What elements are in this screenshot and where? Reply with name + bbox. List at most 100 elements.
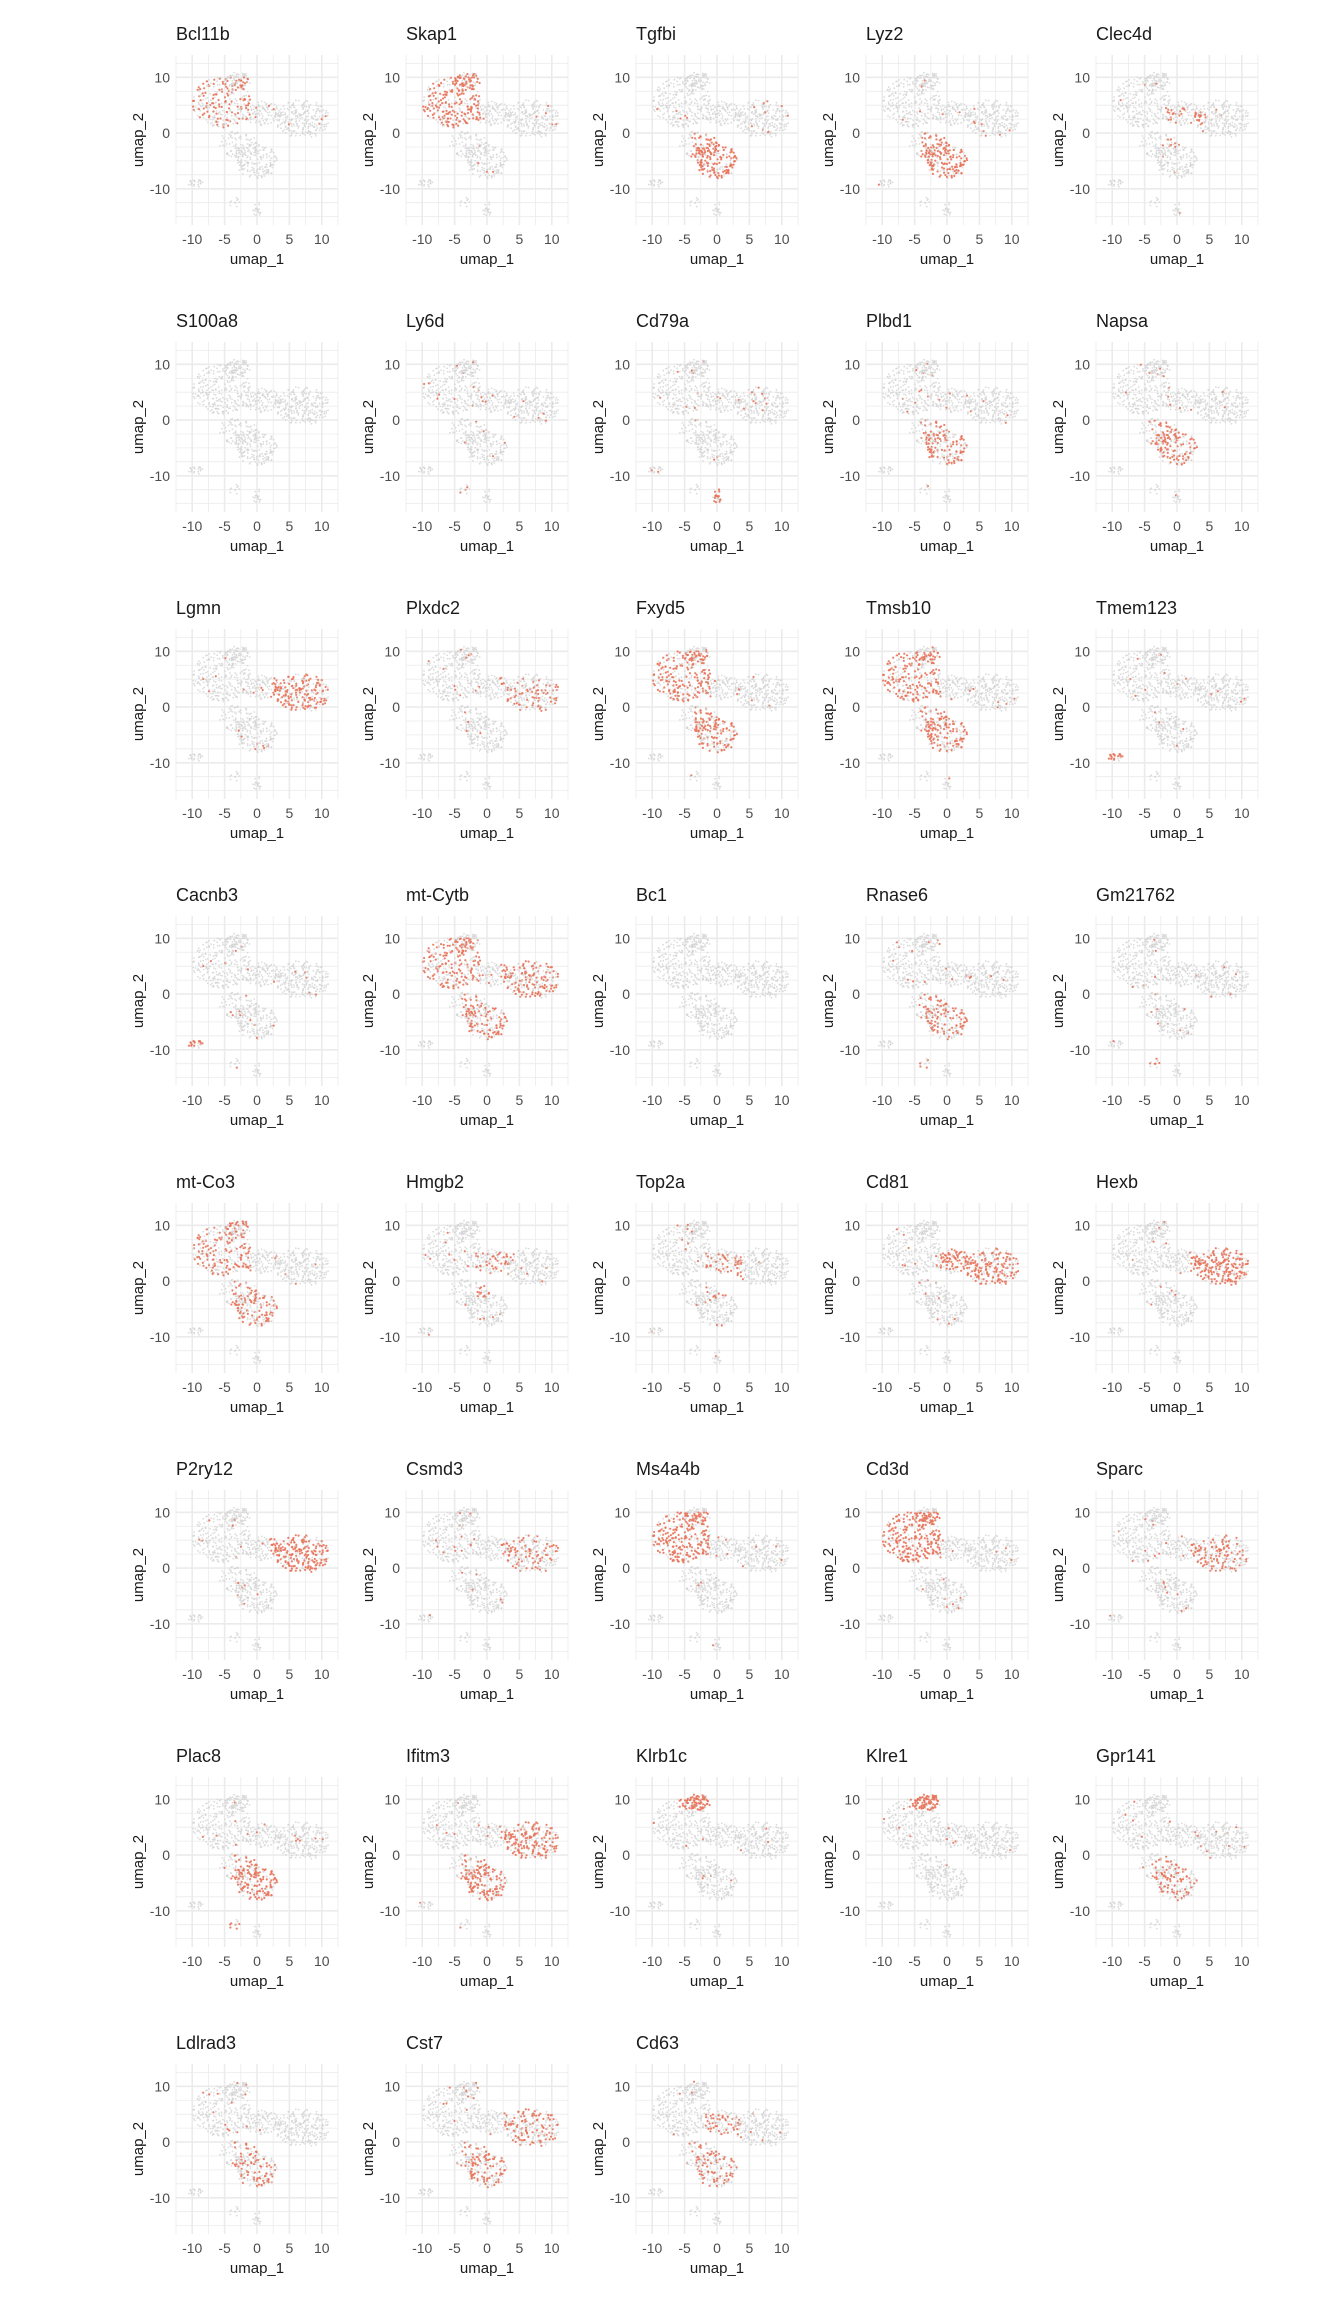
panel-title: Lyz2 [866, 24, 903, 45]
x-tick-label: 5 [1206, 1379, 1214, 1395]
x-tick-label: 0 [1173, 1379, 1181, 1395]
y-tick-label: 0 [852, 412, 860, 428]
x-tick-label: -10 [412, 518, 432, 534]
cell-points [1108, 1219, 1249, 1364]
gridlines [405, 629, 569, 799]
panel-title: Cd81 [866, 1172, 909, 1193]
feature-panel-csmd3: -10 -5 0 5 10 10 0 -10 umap_1 umap_2 Csmd3 [350, 1435, 580, 1722]
y-tick-label: -10 [840, 468, 860, 484]
x-tick-label: 0 [483, 1092, 491, 1108]
y-tick-label: -10 [380, 181, 400, 197]
feature-panel-sparc: -10 -5 0 5 10 10 0 -10 umap_1 umap_2 Sparc [1040, 1435, 1270, 1722]
umap-plot: -10 -5 0 5 10 10 0 -10 umap_1 umap_2 [360, 342, 569, 555]
cell-points [878, 1506, 1019, 1651]
panel-title: Ly6d [406, 311, 444, 332]
x-tick-label: 5 [286, 2240, 294, 2256]
x-tick-label: -5 [218, 231, 231, 247]
y-tick-label: 0 [852, 125, 860, 141]
y-tick-label: -10 [840, 181, 860, 197]
y-tick-label: -10 [380, 755, 400, 771]
x-tick-label: -10 [1102, 1379, 1122, 1395]
y-tick-label: -10 [610, 1042, 630, 1058]
y-tick-label: 0 [1082, 412, 1090, 428]
x-tick-label: 5 [516, 805, 524, 821]
feature-panel-ifitm3: -10 -5 0 5 10 10 0 -10 umap_1 umap_2 Ifitm3 [350, 1722, 580, 2009]
umap-plot: -10 -5 0 5 10 10 0 -10 umap_1 umap_2 [590, 1203, 799, 1416]
x-tick-label: -5 [908, 518, 921, 534]
cell-points [418, 645, 559, 790]
x-tick-label: 10 [1234, 1379, 1250, 1395]
y-tick-label: 10 [154, 1217, 170, 1233]
x-tick-label: 10 [1004, 1379, 1020, 1395]
x-tick-label: 10 [1234, 518, 1250, 534]
y-axis-title: umap_2 [1050, 113, 1067, 167]
x-tick-label: 10 [774, 1092, 790, 1108]
feature-panel-plac8: -10 -5 0 5 10 10 0 -10 umap_1 umap_2 Plac8 [120, 1722, 350, 2009]
x-tick-label: -5 [678, 518, 691, 534]
y-tick-label: 10 [1074, 930, 1090, 946]
gridlines [405, 1490, 569, 1660]
x-tick-label: -10 [1102, 1666, 1122, 1682]
x-tick-label: 10 [1234, 1953, 1250, 1969]
x-axis-title: umap_1 [920, 1686, 974, 1703]
feature-panel-klrb1c: -10 -5 0 5 10 10 0 -10 umap_1 umap_2 Klrb1c [580, 1722, 810, 2009]
x-tick-label: 5 [1206, 1666, 1214, 1682]
gridlines [405, 55, 569, 225]
y-tick-label: -10 [150, 1616, 170, 1632]
x-tick-label: 10 [314, 2240, 330, 2256]
y-tick-label: -10 [610, 755, 630, 771]
panel-title: Gm21762 [1096, 885, 1175, 906]
x-tick-label: -5 [448, 1092, 461, 1108]
x-axis-title: umap_1 [230, 1973, 284, 1990]
x-tick-label: 5 [976, 805, 984, 821]
umap-plot: -10 -5 0 5 10 10 0 -10 umap_1 umap_2 [360, 1203, 569, 1416]
x-tick-label: 0 [943, 1379, 951, 1395]
x-axis-title: umap_1 [690, 1686, 744, 1703]
umap-plot: -10 -5 0 5 10 10 0 -10 umap_1 umap_2 [590, 2064, 799, 2277]
cell-points [1108, 71, 1249, 217]
x-axis-title: umap_1 [690, 2260, 744, 2277]
umap-plot: -10 -5 0 5 10 10 0 -10 umap_1 umap_2 [130, 55, 339, 268]
x-axis-title: umap_1 [230, 1686, 284, 1703]
y-axis-title: umap_2 [590, 2122, 607, 2176]
umap-plot: -10 -5 0 5 10 10 0 -10 umap_1 umap_2 [1050, 629, 1259, 842]
umap-plot: -10 -5 0 5 10 10 0 -10 umap_1 umap_2 [590, 55, 799, 268]
y-tick-label: 0 [1082, 1560, 1090, 1576]
x-tick-label: -5 [678, 805, 691, 821]
x-tick-label: -10 [872, 1666, 892, 1682]
umap-plot: -10 -5 0 5 10 10 0 -10 umap_1 umap_2 [820, 342, 1029, 555]
x-tick-label: 10 [314, 1379, 330, 1395]
x-tick-label: 5 [746, 2240, 754, 2256]
feature-panel-hmgb2: -10 -5 0 5 10 10 0 -10 umap_1 umap_2 Hmgb2 [350, 1148, 580, 1435]
x-tick-label: -5 [1138, 1092, 1151, 1108]
x-tick-label: 0 [253, 1666, 261, 1682]
x-tick-label: 0 [943, 231, 951, 247]
x-tick-label: -10 [642, 805, 662, 821]
x-tick-label: 10 [774, 1666, 790, 1682]
x-axis-title: umap_1 [920, 825, 974, 842]
x-tick-label: -10 [642, 231, 662, 247]
feature-panel-fxyd5: -10 -5 0 5 10 10 0 -10 umap_1 umap_2 Fxyd5 [580, 574, 810, 861]
x-tick-label: -10 [642, 2240, 662, 2256]
y-tick-label: 0 [162, 2134, 170, 2150]
x-tick-label: 0 [713, 1379, 721, 1395]
y-tick-label: 10 [154, 930, 170, 946]
y-tick-label: 10 [1074, 643, 1090, 659]
x-tick-label: 0 [1173, 1666, 1181, 1682]
cell-points [878, 358, 1019, 503]
gridlines [405, 1203, 569, 1373]
gridlines [405, 1777, 569, 1947]
x-axis-title: umap_1 [460, 538, 514, 555]
y-axis-title: umap_2 [130, 1261, 147, 1315]
x-tick-label: 10 [314, 231, 330, 247]
y-axis-title: umap_2 [820, 1548, 837, 1602]
gridlines [635, 1777, 799, 1947]
x-tick-label: 10 [1004, 1092, 1020, 1108]
x-tick-label: -5 [1138, 1953, 1151, 1969]
x-tick-label: 0 [483, 1666, 491, 1682]
x-axis-title: umap_1 [1150, 538, 1204, 555]
feature-panel-tmem123: -10 -5 0 5 10 10 0 -10 umap_1 umap_2 Tmem123 [1040, 574, 1270, 861]
y-tick-label: 10 [384, 643, 400, 659]
y-tick-label: 10 [1074, 69, 1090, 85]
